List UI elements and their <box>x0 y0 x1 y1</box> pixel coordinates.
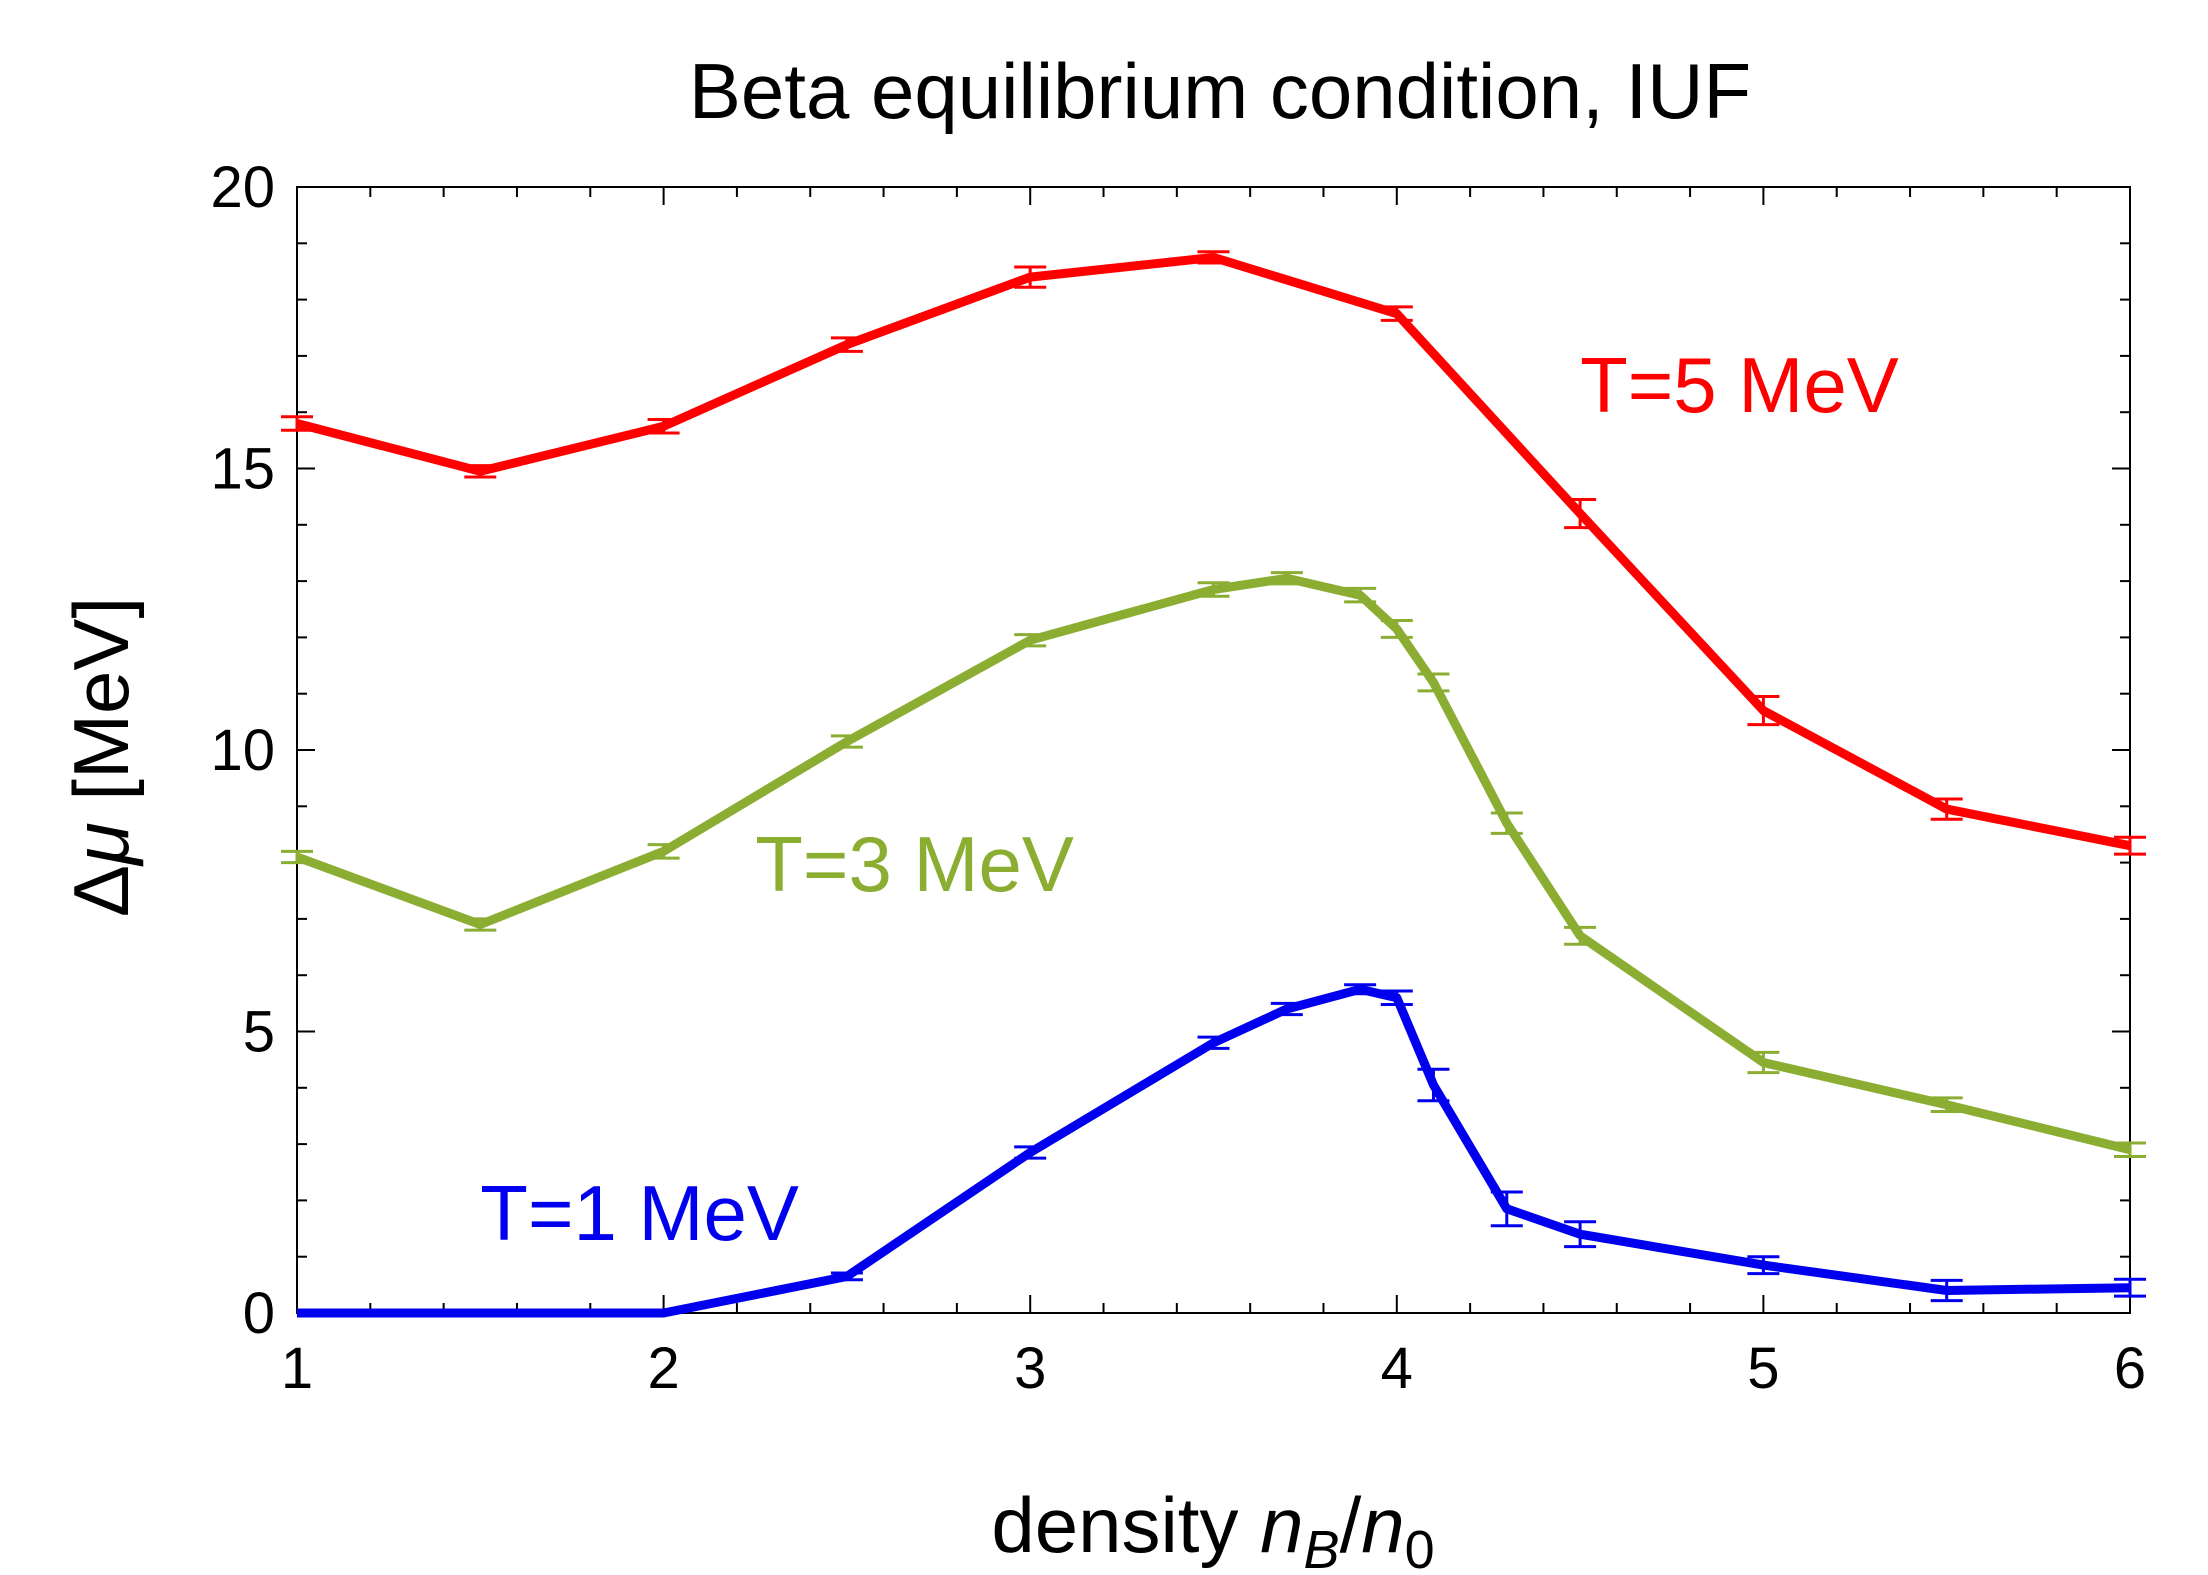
errorbar-t-1-mev <box>1490 1190 1523 1228</box>
errorbar-t-1-mev <box>1380 989 1413 1006</box>
x-axis-label: density nB/n0 <box>991 1481 1434 1575</box>
errorbar-t-5-mev <box>281 415 313 432</box>
x-tick-label: 3 <box>1014 1336 1046 1401</box>
y-tick-label: 0 <box>243 1281 275 1346</box>
x-tick-label: 1 <box>281 1336 313 1401</box>
errorbar-t-3-mev <box>281 849 313 865</box>
errorbar-t-1-mev <box>1014 1145 1047 1160</box>
errorbar-t-1-mev <box>1197 1035 1230 1050</box>
errorbar-t-1-mev <box>1747 1255 1780 1276</box>
series-label-t-5-mev: T=5 MeV <box>1580 341 1899 429</box>
errorbar-t-5-mev <box>1014 265 1047 289</box>
series-label-t-1-mev: T=1 MeV <box>480 1169 799 1257</box>
axis-tick-labels: 1 2 3 4 5 6 0 5 10 15 20 <box>210 155 2146 1401</box>
series-label-t-3-mev: T=3 MeV <box>755 820 1074 908</box>
x-tick-label: 5 <box>1747 1336 1779 1401</box>
x-tick-label: 6 <box>2114 1336 2146 1401</box>
x-axis-label-sub1: B <box>1304 1520 1340 1575</box>
errorbar-t-3-mev <box>1564 925 1597 946</box>
errorbar-t-3-mev <box>1014 633 1047 648</box>
y-axis-label-var: μ <box>57 822 145 867</box>
errorbar-t-1-mev <box>830 1271 863 1282</box>
errorbar-t-3-mev <box>1417 672 1450 693</box>
errorbar-t-3-mev <box>1380 619 1413 639</box>
y-tick-label: 20 <box>210 155 275 220</box>
y-axis-label: Δμ [MeV] <box>57 597 145 917</box>
errorbar-t-1-mev <box>2114 1277 2146 1298</box>
y-tick-label: 15 <box>210 437 275 502</box>
errorbar-t-1-mev <box>1344 983 1377 996</box>
errorbar-t-5-mev <box>647 418 680 435</box>
errorbar-t-3-mev <box>1270 571 1303 586</box>
errorbar-t-3-mev <box>1930 1096 1963 1113</box>
y-axis-label-suffix: [MeV] <box>57 597 145 822</box>
y-axis-label-prefix: Δ <box>57 865 145 917</box>
chart-title: Beta equilibrium condition, IUF <box>689 47 1751 135</box>
errorbar-t-1-mev <box>1270 1001 1303 1017</box>
errorbar-t-3-mev <box>647 843 680 860</box>
errorbar-t-5-mev <box>830 336 863 353</box>
errorbar-t-3-mev <box>1490 811 1523 835</box>
errorbar-t-3-mev <box>1197 581 1230 598</box>
errorbar-t-5-mev <box>1197 250 1230 265</box>
series-labels: T=5 MeV T=3 MeV T=1 MeV <box>480 341 1898 1257</box>
errorbar-t-3-mev <box>1344 586 1377 604</box>
errorbar-t-5-mev <box>1564 497 1597 530</box>
x-tick-label: 2 <box>647 1336 679 1401</box>
series-errorbars <box>281 250 2146 1303</box>
x-axis-label-slash: / <box>1340 1481 1362 1569</box>
errorbar-t-5-mev <box>1930 797 1963 821</box>
errorbar-t-3-mev <box>830 734 863 749</box>
y-tick-label: 10 <box>210 718 275 783</box>
errorbar-t-3-mev <box>464 917 497 932</box>
errorbar-t-5-mev <box>2114 835 2146 856</box>
errorbar-t-5-mev <box>1380 305 1413 322</box>
errorbar-t-5-mev <box>1747 695 1780 727</box>
y-tick-label: 5 <box>243 1000 275 1065</box>
errorbar-t-3-mev <box>1747 1050 1780 1075</box>
axis-ticks <box>296 186 2131 1314</box>
x-axis-label-sub2: 0 <box>1405 1520 1435 1575</box>
x-axis-label-var2: n <box>1361 1481 1404 1569</box>
errorbar-t-3-mev <box>2114 1141 2146 1158</box>
errorbar-t-5-mev <box>464 464 497 479</box>
x-axis-label-prefix: density <box>991 1481 1260 1569</box>
errorbar-t-1-mev <box>1930 1278 1963 1303</box>
errorbar-t-1-mev <box>1564 1220 1597 1249</box>
x-axis-label-var1: n <box>1260 1481 1303 1569</box>
x-tick-label: 4 <box>1381 1336 1413 1401</box>
errorbar-t-1-mev <box>1417 1067 1450 1103</box>
